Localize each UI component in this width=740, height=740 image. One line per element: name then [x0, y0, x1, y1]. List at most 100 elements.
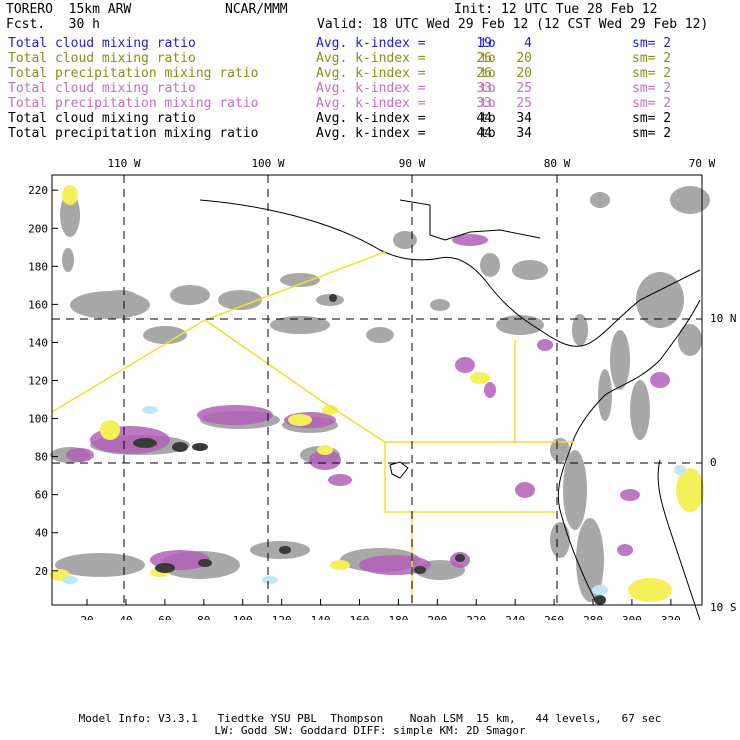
lon-label: 90 W — [399, 157, 426, 170]
legend-lo: 20 — [516, 66, 532, 81]
lon-label: 70 W — [689, 157, 716, 170]
legend-to: to — [480, 96, 496, 111]
legend-field: Total precipitation mixing ratio — [8, 66, 259, 81]
legend-lo: 20 — [516, 51, 532, 66]
legend-field: Total cloud mixing ratio — [8, 111, 196, 126]
x-tick-label: 40 — [119, 614, 132, 620]
x-tick-label: 280 — [583, 614, 603, 620]
y-tick-label: 200 — [28, 222, 48, 235]
legend-hi: 33 — [476, 96, 492, 111]
y-tick-label: 160 — [28, 298, 48, 311]
cloud-lightblue-field — [62, 406, 686, 595]
legend-sm: sm= 2 — [632, 81, 672, 96]
legend-hi: 19 — [476, 36, 492, 51]
lat-label: 0 — [710, 456, 717, 469]
legend-avg: Avg. k-index = — [316, 36, 426, 51]
x-tick-label: 220 — [466, 614, 486, 620]
y-tick-label: 20 — [35, 565, 48, 578]
legend-lo: 25 — [516, 96, 532, 111]
y-tick-label: 180 — [28, 260, 48, 273]
x-tick-label: 80 — [197, 614, 210, 620]
legend-to: to — [480, 111, 496, 126]
model-info-line1: Model Info: V3.3.1 Tiedtke YSU PBL Thomp… — [78, 712, 662, 725]
legend-to: to — [480, 51, 496, 66]
lon-label: 100 W — [251, 157, 284, 170]
legend-row: Total precipitation mixing ratio Avg. k-… — [8, 66, 736, 81]
x-tick-label: 240 — [505, 614, 525, 620]
lat-label: 10 N — [710, 312, 737, 325]
legend-hi: 44 — [476, 126, 492, 141]
legend-avg: Avg. k-index = — [316, 81, 426, 96]
legend-field: Total cloud mixing ratio — [8, 51, 196, 66]
y-tick-label: 40 — [35, 527, 48, 540]
cloud-core-field — [133, 294, 606, 605]
legend-sm: sm= 2 — [632, 126, 672, 141]
x-tick-label: 140 — [311, 614, 331, 620]
legend-sm: sm= 2 — [632, 111, 672, 126]
x-tick-label: 100 — [233, 614, 253, 620]
legend-row: Total cloud mixing ratio Avg. k-index = … — [8, 51, 736, 66]
legend-row: Total cloud mixing ratio Avg. k-index = … — [8, 111, 736, 126]
legend-row: Total cloud mixing ratio Avg. k-index = … — [8, 36, 736, 51]
lon-label: 110 W — [107, 157, 140, 170]
lat-label: 10 S — [710, 601, 737, 614]
y-tick-label: 80 — [35, 451, 48, 464]
lat-lon-grid — [52, 175, 702, 605]
legend-row: Total precipitation mixing ratio Avg. k-… — [8, 96, 736, 111]
y-tick-label: 120 — [28, 374, 48, 387]
legend-field: Total cloud mixing ratio — [8, 36, 196, 51]
legend-hi: 44 — [476, 111, 492, 126]
lon-label: 80 W — [544, 157, 571, 170]
legend-avg: Avg. k-index = — [316, 111, 426, 126]
x-tick-label: 160 — [350, 614, 370, 620]
x-tick-label: 20 — [80, 614, 93, 620]
forecast-map: 110 W 100 W 90 W 80 W 70 W 10 N 0 10 S — [28, 157, 737, 620]
model-info-line2: LW: Godd SW: Goddard DIFF: simple KM: 2D… — [214, 724, 526, 737]
legend-row: Total precipitation mixing ratio Avg. k-… — [8, 126, 736, 141]
y-tick-label: 220 — [28, 184, 48, 197]
legend-hi: 26 — [476, 51, 492, 66]
legend-field: Total cloud mixing ratio — [8, 81, 196, 96]
precip-yellow-field — [50, 185, 704, 602]
organization-label: NCAR/MMM — [225, 2, 288, 17]
legend-sm: sm= 2 — [632, 36, 672, 51]
y-tick-label: 60 — [35, 489, 48, 502]
legend-field: Total precipitation mixing ratio — [8, 126, 259, 141]
x-tick-label: 180 — [388, 614, 408, 620]
forecast-hour: Fcst. 30 h — [6, 17, 100, 32]
legend-avg: Avg. k-index = — [316, 66, 426, 81]
map-frame — [51, 174, 703, 606]
plot-area: 20 40 60 80 100 120 140 160 180 200 220 240 260 280 30… — [28, 174, 710, 620]
legend-to: to — [480, 126, 496, 141]
x-tick-label: 200 — [427, 614, 447, 620]
x-tick-label: 60 — [158, 614, 171, 620]
legend-to: to — [480, 81, 496, 96]
legend-row: Total cloud mixing ratio Avg. k-index = … — [8, 81, 736, 96]
legend-hi: 26 — [476, 66, 492, 81]
latitude-labels: 10 N 0 10 S — [710, 312, 737, 614]
y-axis: 20 40 60 80 100 120 140 160 180 200 220 — [28, 184, 58, 578]
longitude-labels: 110 W 100 W 90 W 80 W 70 W — [107, 157, 715, 170]
x-tick-label: 260 — [544, 614, 564, 620]
legend-avg: Avg. k-index = — [316, 126, 426, 141]
x-tick-label: 300 — [622, 614, 642, 620]
cloud-gray-field — [50, 186, 710, 602]
legend-avg: Avg. k-index = — [316, 96, 426, 111]
y-tick-label: 100 — [28, 413, 48, 426]
legend-hi: 33 — [476, 81, 492, 96]
x-tick-label: 320 — [661, 614, 681, 620]
coastline — [199, 199, 701, 620]
legend-sm: sm= 2 — [632, 66, 672, 81]
x-axis: 20 40 60 80 100 120 140 160 180 200 220 240 260 280 30… — [80, 599, 681, 620]
x-tick-label: 120 — [272, 614, 292, 620]
legend-to: to — [480, 66, 496, 81]
legend-to: to — [480, 36, 496, 51]
y-tick-label: 140 — [28, 336, 48, 349]
legend-sm: sm= 2 — [632, 51, 672, 66]
model-name: TORERO 15km ARW — [6, 2, 132, 17]
legend-avg: Avg. k-index = — [316, 51, 426, 66]
valid-time: Valid: 18 UTC Wed 29 Feb 12 (12 CST Wed … — [317, 17, 709, 32]
legend-lo: 4 — [524, 36, 532, 51]
legend-field: Total precipitation mixing ratio — [8, 96, 259, 111]
legend-lo: 34 — [516, 126, 532, 141]
